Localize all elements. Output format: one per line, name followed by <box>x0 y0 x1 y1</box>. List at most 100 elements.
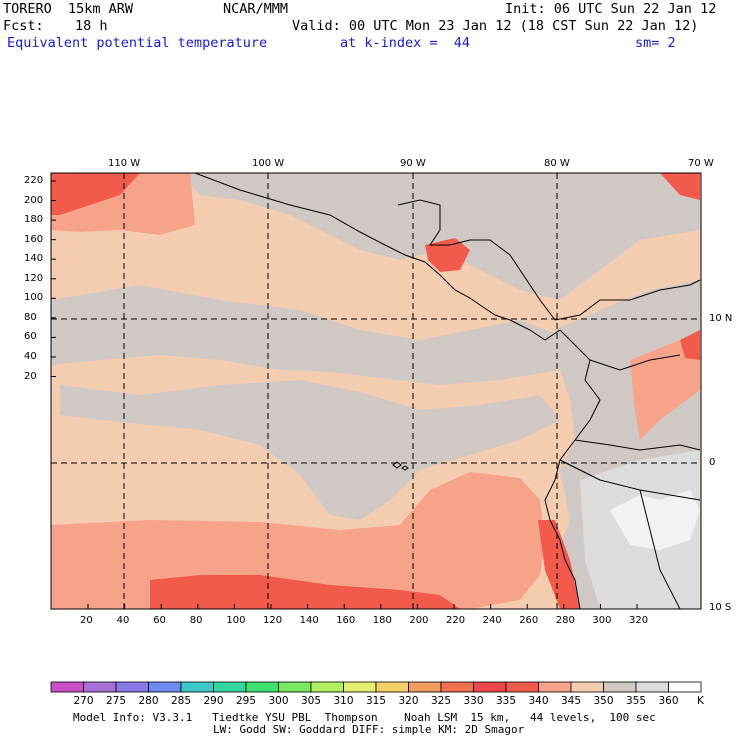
colorbar-label: 280 <box>138 695 159 707</box>
colorbar-swatch <box>310 681 344 693</box>
model-info: Model Info: V3.3.1 Tiedtke YSU PBL Thomp… <box>73 711 656 724</box>
colorbar-label: 330 <box>463 695 484 707</box>
red-peru-coast <box>538 520 580 609</box>
coast-yucatan <box>397 199 701 321</box>
colorbar-swatch <box>50 681 84 693</box>
colorbar-swatch <box>408 681 442 693</box>
x-index-label: 80 <box>189 615 203 626</box>
colorbar-swatch <box>635 681 669 693</box>
y-index-label: 140 <box>24 253 44 265</box>
valid-time: Valid: 00 UTC Mon 23 Jan 12 (18 CST Sun … <box>292 18 699 34</box>
lon-label-80w: 80 W <box>544 158 570 169</box>
colorbar-label: 310 <box>333 695 354 707</box>
lon-label-70w: 70 W <box>688 158 714 169</box>
colorbar-label: 300 <box>268 695 289 707</box>
init-time: Init: 06 UTC Sun 22 Jan 12 <box>505 1 717 17</box>
colorbar-label: 325 <box>431 695 452 707</box>
y-index-label: 60 <box>24 331 37 343</box>
lon-label-100w: 100 W <box>252 158 285 169</box>
x-index-label: 200 <box>409 615 429 626</box>
colorbar-label: 275 <box>106 695 127 707</box>
colorbar-swatch <box>505 681 539 693</box>
colorbar-swatch <box>115 681 149 693</box>
x-index-label: 180 <box>372 615 392 626</box>
x-index-label: 100 <box>226 615 246 626</box>
x-index-label: 40 <box>116 615 130 626</box>
lat-label-equator: 0 <box>709 457 716 468</box>
x-index-label: 300 <box>592 615 612 626</box>
colorbar-label: 335 <box>496 695 517 707</box>
y-index-label: 100 <box>24 292 44 304</box>
y-index-label: 200 <box>24 194 44 206</box>
gray-band-tongue <box>60 380 560 520</box>
colorbar-swatch <box>245 681 279 693</box>
red-south <box>150 575 460 609</box>
colorbar-label: 340 <box>528 695 549 707</box>
lon-label-90w: 90 W <box>400 158 426 169</box>
y-index-label: 160 <box>24 233 44 245</box>
red-central-america <box>425 238 470 272</box>
y-index-label: 20 <box>24 370 37 382</box>
colorbar-label: 290 <box>203 695 224 707</box>
colorbar-label: 315 <box>366 695 387 707</box>
x-index-label: 220 <box>446 615 466 626</box>
colorbar-label: 350 <box>593 695 614 707</box>
red-nw <box>51 173 140 215</box>
gray-band-north <box>180 173 700 300</box>
gray-band-mid <box>51 285 560 385</box>
lat-lon-grid <box>51 173 701 609</box>
colorbar-swatch <box>440 681 474 693</box>
field-name: Equivalent potential temperature <box>7 35 268 51</box>
y-index-label: 220 <box>24 175 44 186</box>
y-index-label: 120 <box>24 272 44 284</box>
colorbar-label: 295 <box>236 695 257 707</box>
physics-info: LW: Godd SW: Goddard DIFF: simple KM: 2D… <box>213 723 525 736</box>
colorbar-swatch <box>668 681 702 693</box>
colorbar-swatch <box>83 681 117 693</box>
colorbar-swatch <box>343 681 377 693</box>
colorbar-label: 360 <box>658 695 679 707</box>
x-index-label: 20 <box>80 615 93 626</box>
lat-label-10n: 10 N <box>709 313 733 324</box>
colorbar-swatch <box>213 681 247 693</box>
salmon-south <box>51 472 545 609</box>
theta-e-field <box>51 173 701 609</box>
y-index-label: 80 <box>24 311 37 323</box>
coastlines <box>194 173 701 609</box>
colorbar-label: 320 <box>398 695 419 707</box>
colorbar-swatch <box>375 681 409 693</box>
colorbar-swatch <box>473 681 507 693</box>
x-index-label: 60 <box>153 615 166 626</box>
x-index-label: 280 <box>555 615 575 626</box>
y-index-label: 180 <box>24 214 44 226</box>
x-index-label: 260 <box>519 615 539 626</box>
x-index-label: 120 <box>263 615 283 626</box>
x-index-label: 140 <box>299 615 319 626</box>
colorbar-label: 285 <box>171 695 192 707</box>
red-caribbean <box>660 173 700 200</box>
white-patch <box>610 490 700 550</box>
model-title: TORERO 15km ARW <box>3 1 134 17</box>
tick-marks <box>51 180 638 609</box>
colorbar-swatch <box>538 681 572 693</box>
colorbar-swatch <box>148 681 182 693</box>
colorbar-swatch <box>180 681 214 693</box>
red-venezuela <box>680 330 700 360</box>
level-label: at k-index = 44 <box>340 35 471 51</box>
coast-mexico <box>194 173 561 341</box>
y-index-label: 40 <box>24 350 37 362</box>
colorbar-unit: K <box>697 695 704 707</box>
lon-label-110w: 110 W <box>108 158 141 169</box>
colorbar-swatch <box>278 681 312 693</box>
salmon-east <box>630 330 700 440</box>
x-index-label: 240 <box>482 615 502 626</box>
forecast-label: Fcst: <box>3 18 44 34</box>
forecast-hour: 18 h <box>75 18 108 34</box>
border-lines <box>559 354 701 609</box>
colorbar-swatch <box>603 681 637 693</box>
colorbar-label: 305 <box>301 695 322 707</box>
smoothing-label: sm= 2 <box>635 35 676 51</box>
colorbar-label: 345 <box>561 695 582 707</box>
